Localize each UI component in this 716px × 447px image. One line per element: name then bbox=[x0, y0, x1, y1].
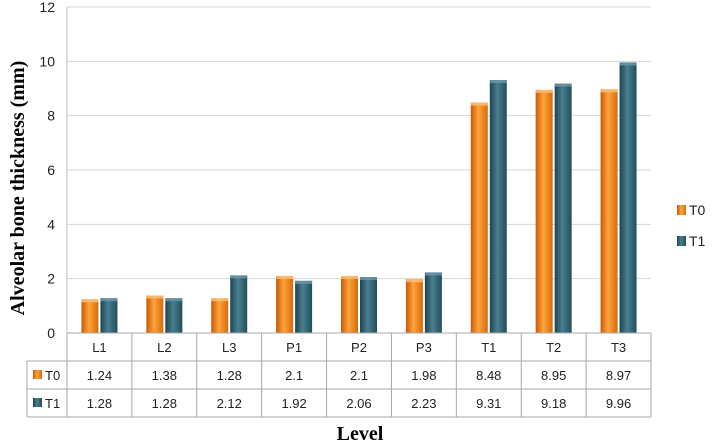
table-value: 2.23 bbox=[411, 396, 436, 411]
bar-cap bbox=[470, 102, 488, 106]
bar-T1-T1 bbox=[489, 80, 507, 333]
table-value: 1.28 bbox=[152, 396, 177, 411]
bar-cap bbox=[554, 83, 572, 87]
x-category-label: T1 bbox=[481, 340, 496, 355]
x-category-label: P1 bbox=[286, 340, 302, 355]
bar-T1-T2 bbox=[554, 83, 572, 333]
bar-T0-T3 bbox=[600, 89, 618, 333]
y-axis-title: Alveolar bone thickness (mm) bbox=[7, 61, 29, 316]
y-tick-label: 10 bbox=[39, 53, 55, 69]
bar-T0-P1 bbox=[276, 275, 294, 333]
table-series-name: T1 bbox=[45, 396, 60, 411]
table-value: 8.48 bbox=[476, 368, 501, 383]
table-value: 9.18 bbox=[541, 396, 566, 411]
bar-T0-P2 bbox=[341, 275, 358, 333]
y-tick-label: 0 bbox=[47, 325, 55, 341]
legend-label: T0 bbox=[689, 202, 706, 218]
x-category-label: T2 bbox=[546, 340, 561, 355]
bar-T0-T1 bbox=[470, 102, 488, 333]
bar-T0-T2 bbox=[535, 89, 553, 333]
bar-cap bbox=[165, 298, 183, 302]
bar-T0-P3 bbox=[405, 279, 423, 333]
bar-T1-P1 bbox=[295, 280, 313, 333]
bar-cap bbox=[230, 275, 248, 279]
y-tick-label: 6 bbox=[47, 162, 55, 178]
table-value: 1.38 bbox=[152, 368, 177, 383]
x-category-label: L2 bbox=[157, 340, 171, 355]
bar-T1-P3 bbox=[424, 272, 442, 333]
table-value: 1.92 bbox=[281, 396, 306, 411]
bar-T1-P2 bbox=[360, 277, 377, 333]
bar-cap bbox=[211, 298, 229, 302]
legend: T0 T1 bbox=[677, 202, 706, 249]
bar-cap bbox=[146, 295, 164, 299]
bar-cap bbox=[619, 62, 637, 66]
table-value: 1.28 bbox=[87, 396, 112, 411]
table-value: 9.31 bbox=[476, 396, 501, 411]
table-value: 1.98 bbox=[411, 368, 436, 383]
bar-cap bbox=[489, 80, 507, 84]
legend-key-T0 bbox=[677, 205, 686, 215]
gridlines bbox=[66, 6, 651, 334]
table-value: 2.1 bbox=[285, 368, 303, 383]
bar-cap bbox=[276, 275, 294, 279]
y-tick-label: 2 bbox=[47, 271, 55, 287]
bar-cap bbox=[535, 89, 553, 93]
table-value: 1.24 bbox=[87, 368, 112, 383]
bar-cap bbox=[360, 277, 377, 281]
bar-cap bbox=[295, 280, 313, 284]
bar-T0-L1 bbox=[81, 299, 99, 333]
x-category-label: T3 bbox=[611, 340, 626, 355]
table-series-key bbox=[33, 398, 42, 407]
bar-cap bbox=[100, 298, 118, 302]
bar-cap bbox=[341, 275, 358, 279]
bar-cap bbox=[424, 272, 442, 276]
data-table: L1 L2 L3 P1 P2 P3 T1 T2 T3 T0 1.24 1.38 1.28 2.1 2.1 1.… bbox=[26, 332, 652, 418]
table-value: 9.96 bbox=[606, 396, 631, 411]
table-series-name: T0 bbox=[45, 368, 60, 383]
legend-label: T1 bbox=[689, 233, 706, 249]
y-tick-label: 4 bbox=[47, 216, 55, 232]
table-series-key bbox=[33, 370, 42, 379]
bars bbox=[81, 62, 637, 334]
bar-cap bbox=[81, 299, 99, 303]
table-value: 8.95 bbox=[541, 368, 566, 383]
table-value: 2.12 bbox=[217, 396, 242, 411]
legend-key-T1 bbox=[677, 236, 686, 246]
bar-T1-L3 bbox=[230, 275, 248, 333]
table-value: 2.1 bbox=[350, 368, 368, 383]
x-category-label: P2 bbox=[351, 340, 367, 355]
bar-T1-L1 bbox=[100, 298, 118, 333]
x-axis-title: Level bbox=[337, 423, 384, 445]
table-value: 2.06 bbox=[346, 396, 371, 411]
x-category-label: L3 bbox=[222, 340, 236, 355]
table-value: 8.97 bbox=[606, 368, 631, 383]
x-category-label: P3 bbox=[416, 340, 432, 355]
table-value: 1.28 bbox=[217, 368, 242, 383]
bar-cap bbox=[600, 89, 618, 93]
x-category-label: L1 bbox=[92, 340, 106, 355]
bar-T1-L2 bbox=[165, 298, 183, 333]
bar-cap bbox=[405, 279, 423, 283]
y-axis-ticks: 0 2 4 6 8 10 12 bbox=[39, 0, 55, 341]
y-tick-label: 8 bbox=[47, 108, 55, 124]
bar-T0-L2 bbox=[146, 295, 164, 333]
y-tick-label: 12 bbox=[39, 0, 55, 15]
bar-T1-T3 bbox=[619, 62, 637, 334]
bar-T0-L3 bbox=[211, 298, 229, 333]
